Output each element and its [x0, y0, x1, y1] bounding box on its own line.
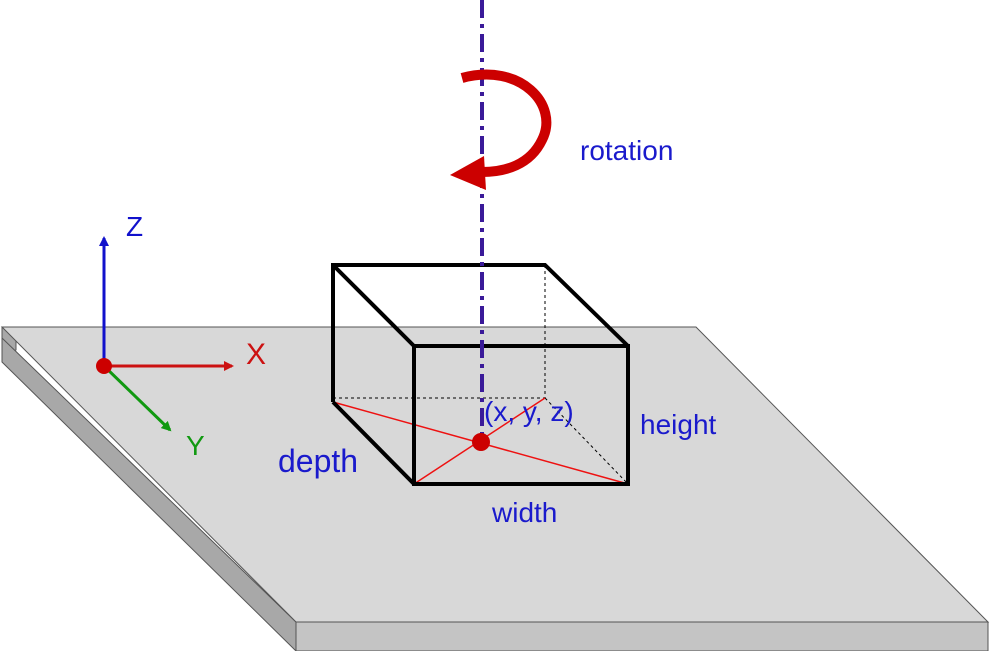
- ground-plate: [0, 326, 990, 651]
- box-outline: [331, 263, 630, 486]
- plate-front-side: [295, 621, 989, 651]
- coordinate-axes: Z X Y: [96, 211, 266, 461]
- center-point-icon: [472, 433, 490, 451]
- width-label: width: [491, 497, 557, 528]
- rotation-arrow-icon: [450, 69, 552, 190]
- box-hidden-edges: [333, 265, 629, 485]
- origin-point: [96, 358, 112, 374]
- x-axis-label: X: [246, 338, 266, 371]
- position-label: (x, y, z): [484, 396, 574, 427]
- z-axis-label: Z: [126, 211, 143, 242]
- rotation-label: rotation: [580, 135, 673, 166]
- y-axis-arrow: [102, 364, 172, 432]
- y-axis-label: Y: [186, 430, 205, 461]
- height-label: height: [640, 409, 717, 440]
- plate-top-surface: [0, 326, 990, 623]
- depth-label: depth: [278, 443, 358, 479]
- plate-left-side-lower: [1, 336, 297, 651]
